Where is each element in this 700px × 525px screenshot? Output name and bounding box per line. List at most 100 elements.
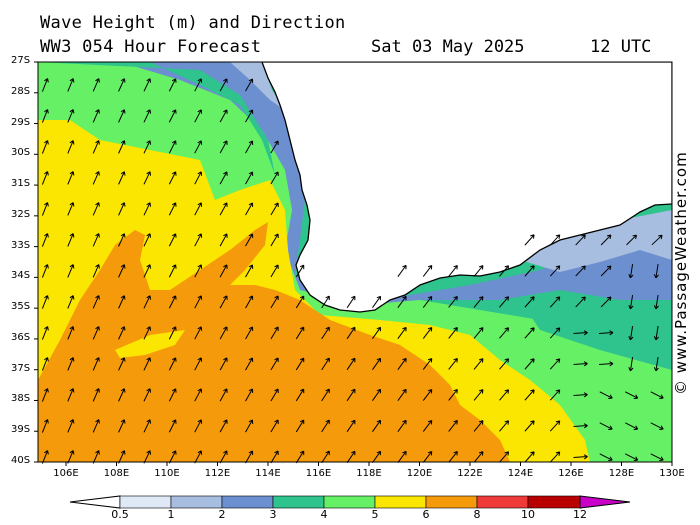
longitude-label: 130E xyxy=(659,468,685,479)
direction-arrow xyxy=(372,388,382,402)
direction-arrow xyxy=(575,265,586,277)
direction-arrow xyxy=(499,327,510,339)
direction-arrow xyxy=(499,389,510,401)
latitude-label: 37S xyxy=(11,362,31,374)
direction-arrow xyxy=(422,326,433,339)
direction-arrow xyxy=(473,451,484,463)
latitude-label: 34S xyxy=(11,270,31,282)
legend-label: 2 xyxy=(218,508,226,521)
direction-arrow xyxy=(118,171,126,185)
direction-arrow xyxy=(473,420,484,432)
legend-label: 6 xyxy=(422,508,430,521)
direction-arrow xyxy=(295,264,305,278)
direction-arrow xyxy=(600,265,612,277)
direction-arrow xyxy=(41,264,49,278)
direction-arrow xyxy=(372,419,382,433)
direction-arrow xyxy=(245,233,254,247)
direction-arrow xyxy=(346,326,356,340)
direction-arrow xyxy=(92,419,100,433)
direction-arrow xyxy=(397,388,407,401)
direction-arrow xyxy=(245,450,254,464)
latitude-ticks xyxy=(34,61,38,463)
direction-arrow xyxy=(346,419,356,433)
direction-arrow xyxy=(118,388,126,402)
direction-arrow xyxy=(295,326,305,340)
direction-arrow xyxy=(194,295,203,309)
direction-arrow xyxy=(168,78,177,92)
direction-arrow xyxy=(41,233,49,247)
direction-arrow xyxy=(625,391,639,400)
direction-arrow xyxy=(41,295,49,309)
direction-arrow xyxy=(397,450,407,463)
direction-arrow xyxy=(295,357,305,371)
direction-arrow xyxy=(422,295,433,308)
direction-arrow xyxy=(67,233,75,247)
direction-arrow xyxy=(118,109,126,123)
longitude-label: 110E xyxy=(154,468,180,479)
direction-arrow xyxy=(628,264,634,279)
direction-arrow xyxy=(575,296,586,308)
direction-arrow xyxy=(448,451,458,463)
direction-arrow xyxy=(194,78,203,92)
direction-arrow xyxy=(245,326,254,340)
direction-arrow xyxy=(92,326,100,340)
longitude-label: 106E xyxy=(53,468,79,479)
direction-arrow xyxy=(321,357,330,371)
legend-swatch xyxy=(374,495,427,509)
direction-arrow xyxy=(549,451,561,463)
direction-arrow xyxy=(600,296,612,308)
direction-arrow xyxy=(628,295,634,310)
direction-arrow xyxy=(219,295,228,309)
latitude-label: 35S xyxy=(11,301,31,313)
direction-arrow xyxy=(118,233,126,247)
direction-arrow xyxy=(67,419,75,433)
direction-arrow xyxy=(599,391,613,400)
direction-arrow xyxy=(598,330,614,336)
legend-swatch xyxy=(170,495,223,509)
direction-arrow xyxy=(194,202,203,216)
direction-arrow xyxy=(524,296,535,308)
direction-arrow xyxy=(67,140,75,154)
direction-arrow xyxy=(219,78,228,92)
direction-arrow xyxy=(143,264,152,278)
direction-arrow xyxy=(573,423,588,429)
direction-arrow xyxy=(321,326,330,340)
direction-arrow xyxy=(219,233,228,247)
direction-arrow xyxy=(245,78,254,92)
direction-arrow xyxy=(448,358,458,370)
direction-arrow xyxy=(573,454,588,460)
direction-arrow xyxy=(219,326,228,340)
legend-swatch xyxy=(579,495,631,509)
direction-arrow xyxy=(143,233,152,247)
direction-arrow xyxy=(41,171,49,185)
direction-arrow xyxy=(194,233,203,247)
direction-arrow xyxy=(143,388,152,402)
direction-arrow xyxy=(549,420,561,432)
direction-arrow xyxy=(625,453,639,462)
direction-arrow xyxy=(118,295,126,309)
legend-label: 8 xyxy=(473,508,481,521)
direction-arrow xyxy=(143,78,152,92)
latitude-label: 33S xyxy=(11,239,31,251)
legend-swatch xyxy=(476,495,529,509)
direction-arrow xyxy=(270,171,279,185)
direction-arrow xyxy=(168,233,177,247)
direction-arrow xyxy=(67,171,75,185)
direction-arrow xyxy=(650,391,664,400)
direction-arrow xyxy=(473,296,484,308)
direction-arrow xyxy=(295,295,305,309)
direction-arrow xyxy=(219,450,228,464)
direction-arrow xyxy=(653,295,659,310)
direction-arrow xyxy=(270,388,279,402)
legend-label: 5 xyxy=(371,508,379,521)
direction-arrow xyxy=(194,140,203,154)
direction-arrow xyxy=(295,388,305,402)
direction-arrow xyxy=(92,357,100,371)
direction-arrow xyxy=(168,109,177,123)
direction-arrow xyxy=(41,202,49,216)
wave-height-field xyxy=(38,62,672,462)
direction-arrow xyxy=(92,233,100,247)
direction-arrow xyxy=(448,420,458,432)
legend-swatch xyxy=(323,495,376,509)
direction-arrow xyxy=(143,450,152,464)
